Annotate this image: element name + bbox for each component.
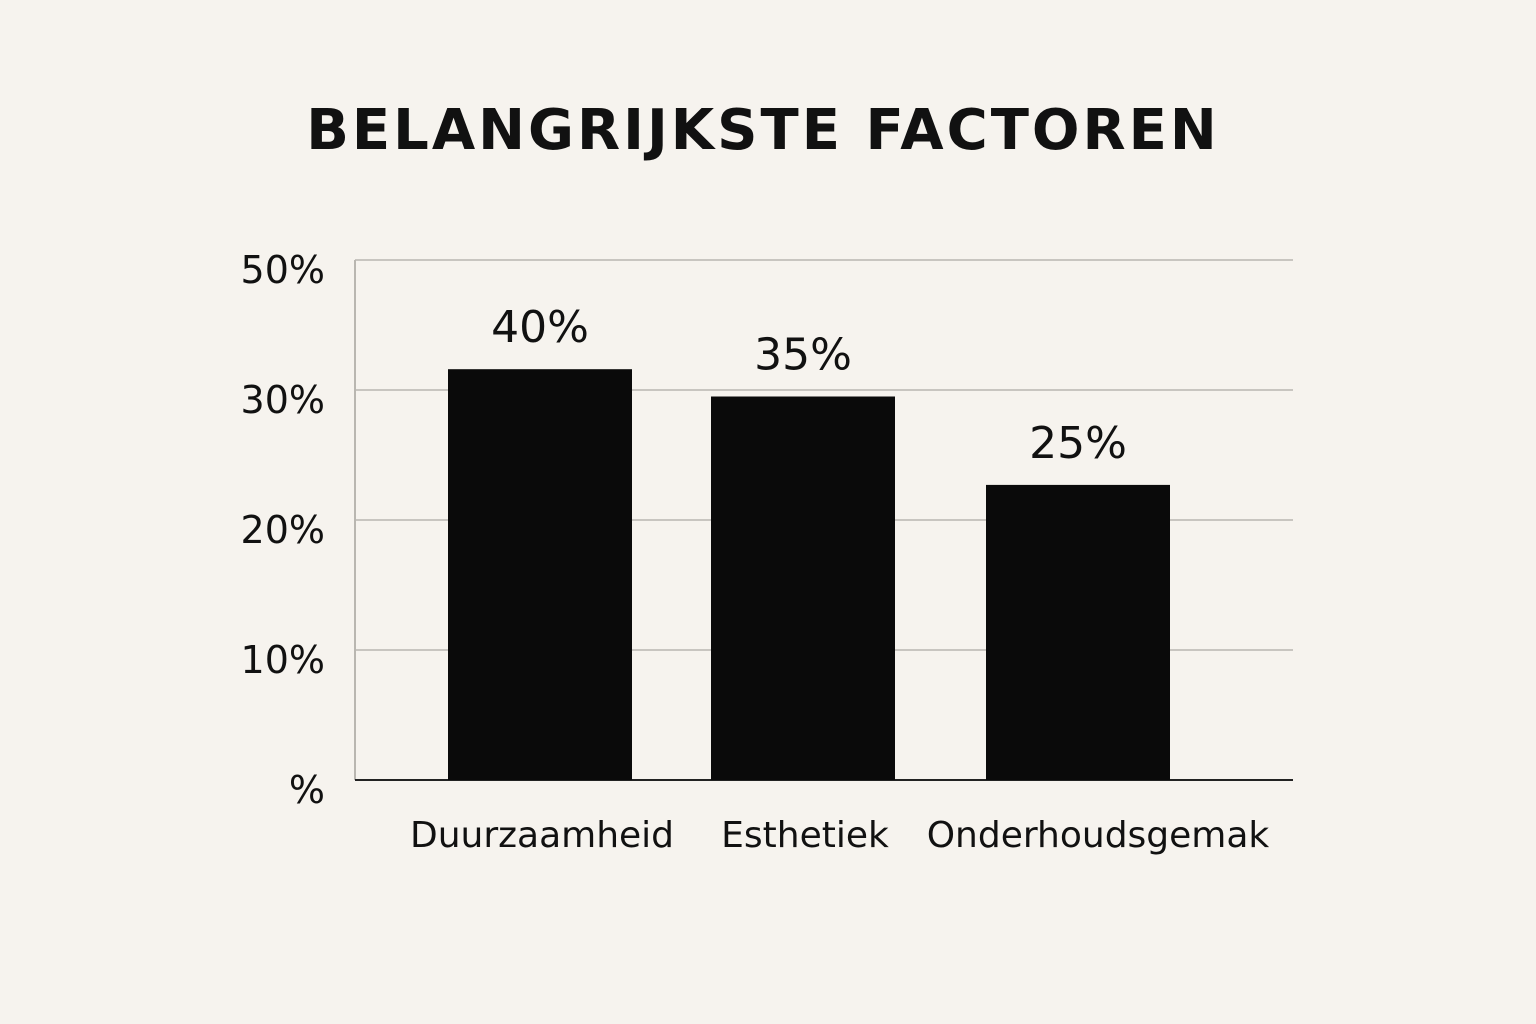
x-category-label: Esthetiek (721, 815, 889, 856)
y-tick-label: 20% (241, 508, 325, 552)
y-tick-label: 10% (241, 638, 325, 682)
y-tick-label: % (289, 768, 325, 812)
x-category-label: Duurzaamheid (410, 815, 674, 856)
chart-title: BELANGRIJKSTE FACTOREN (306, 98, 1220, 163)
bar-onderhoudsgemak (986, 484, 1170, 780)
data-label: 40% (491, 302, 589, 353)
data-label: 25% (1029, 418, 1127, 469)
data-label: 35% (754, 330, 852, 381)
bar-duurzaamheid (448, 369, 632, 780)
x-category-label: Onderhoudsgemak (927, 815, 1270, 856)
y-tick-label: 30% (241, 378, 325, 422)
bar-esthetiek (711, 396, 895, 780)
y-tick-label: 50% (241, 248, 325, 292)
